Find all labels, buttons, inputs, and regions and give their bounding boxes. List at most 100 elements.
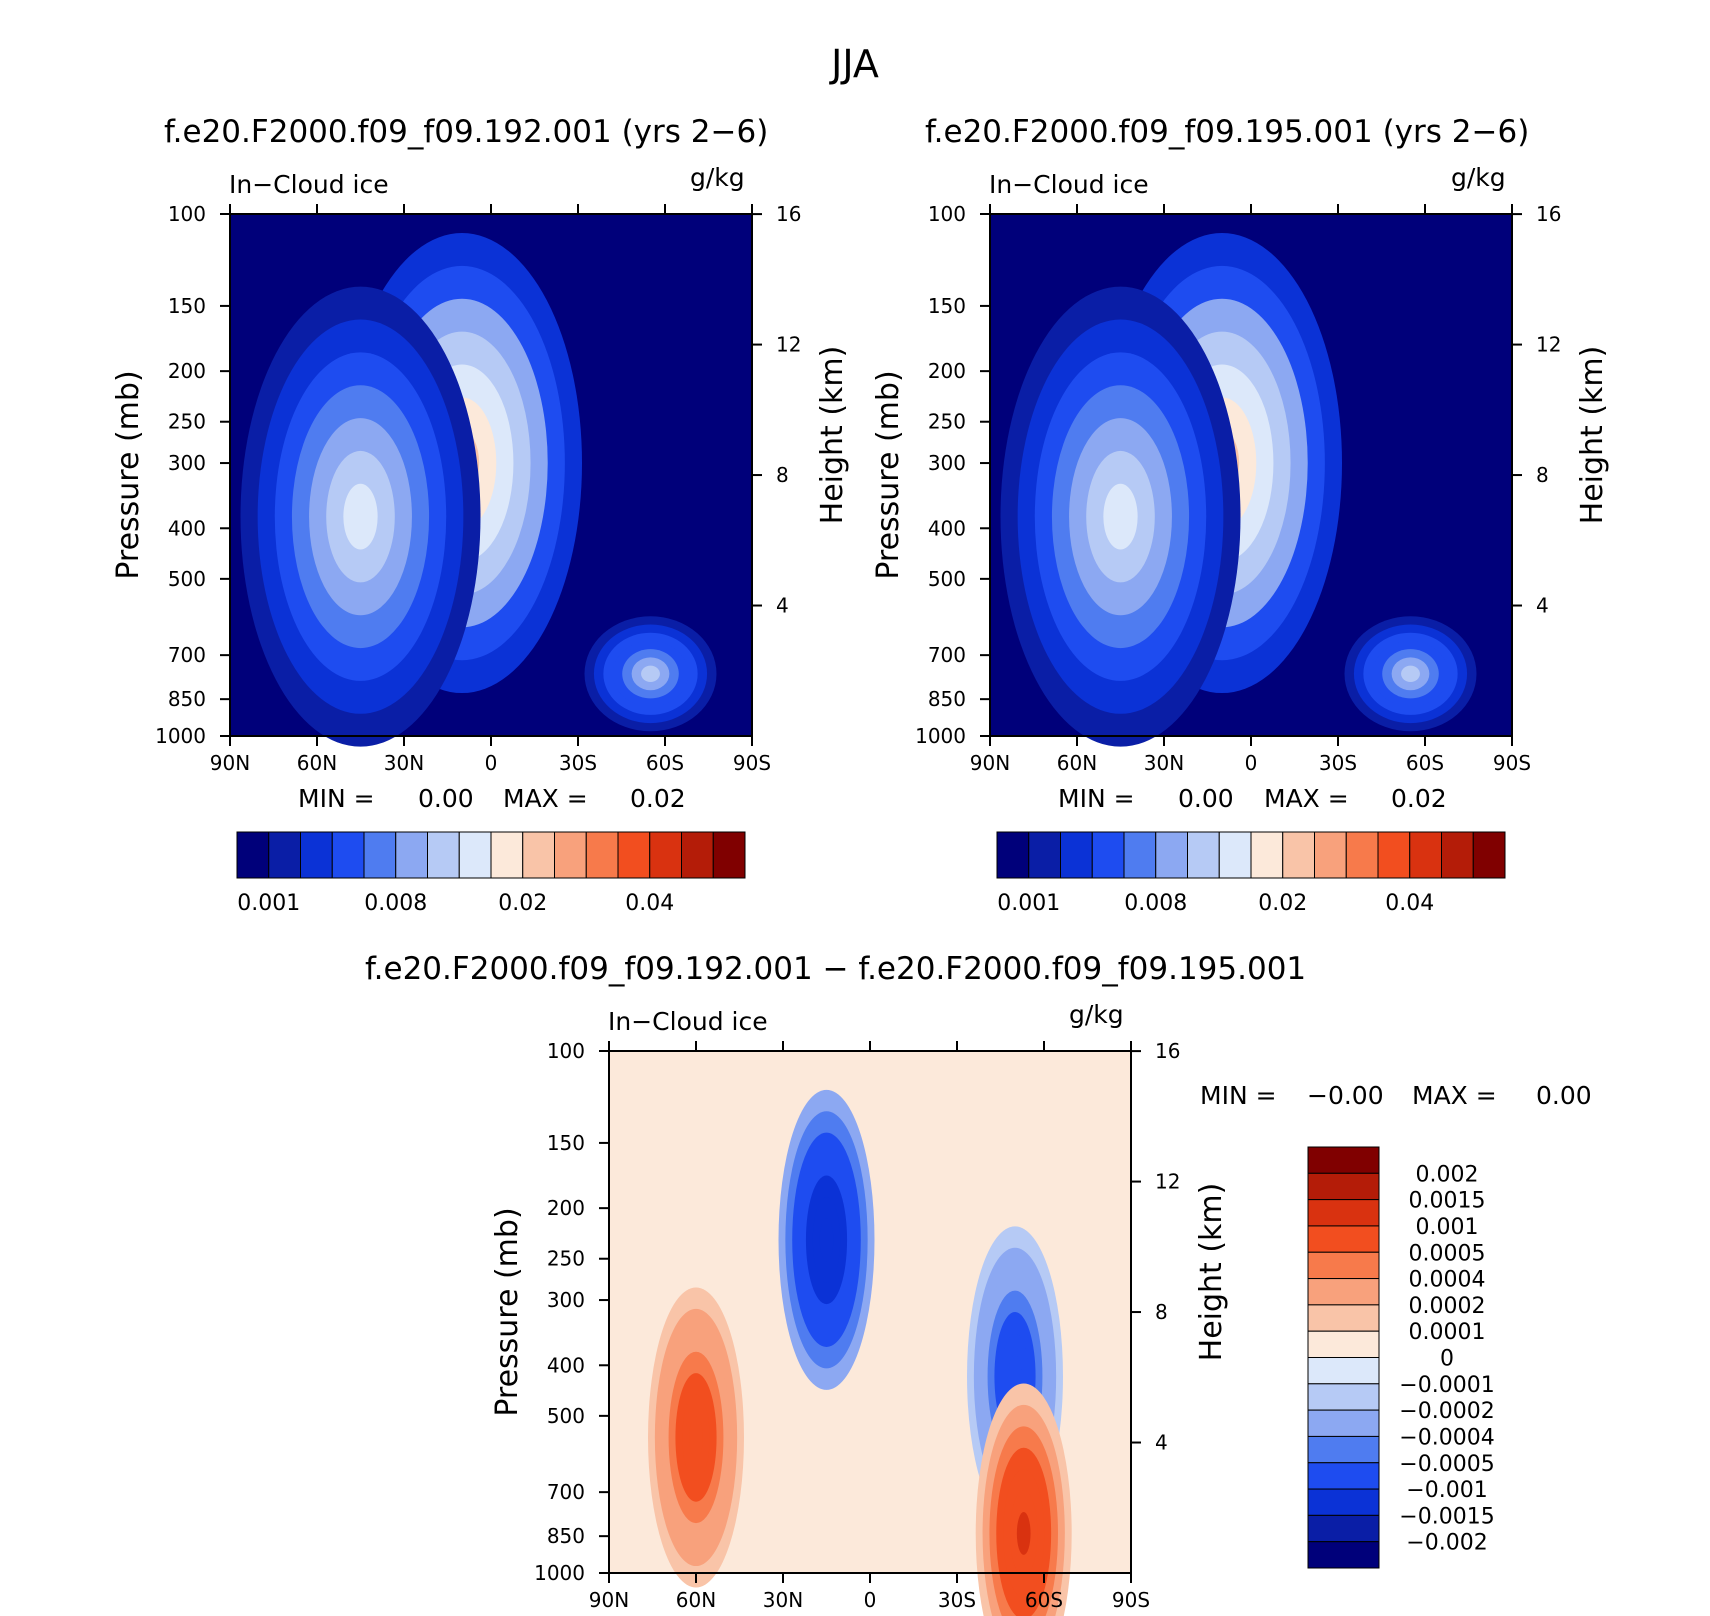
panel-3-y-tick-label: 150 <box>547 1131 585 1155</box>
panel-1-variable-label: In−Cloud ice <box>229 170 389 199</box>
panel-2-y-tick-label: 150 <box>928 294 966 318</box>
panel-1-max-value: 0.02 <box>630 784 686 813</box>
panel-1-contour-1-6 <box>343 483 378 550</box>
panel-1-y-tick-label: 700 <box>168 643 206 667</box>
panel-3-y-tick-label: 850 <box>547 1524 585 1548</box>
panel-2-height-tick-label: 12 <box>1536 333 1561 357</box>
panel-3-colorbar-box <box>1307 1514 1380 1543</box>
panel-1-colorbar-box <box>300 831 333 879</box>
panel-2-colorbar-box <box>1091 831 1125 879</box>
panel-3-colorbar-label: 0.0004 <box>1409 1268 1486 1293</box>
panel-1-max-label: MAX = <box>503 784 588 813</box>
panel-1-colorbar-box <box>363 831 397 879</box>
panel-3-height-tick-label: 4 <box>1155 1431 1168 1455</box>
panel-2-x-tick-label: 90N <box>970 751 1010 775</box>
panel-2-colorbar-box <box>1345 831 1379 879</box>
panel-3-y-tick-label: 200 <box>547 1196 585 1220</box>
panel-3-max-label: MAX = <box>1412 1081 1497 1110</box>
panel-1-colorbar-box <box>268 831 301 879</box>
panel-1-height-tick-label: 4 <box>776 594 789 618</box>
panel-3-colorbar-label: −0.0001 <box>1399 1373 1494 1398</box>
panel-2-y-tick-label: 100 <box>928 202 966 226</box>
panel-3-colorbar-label: 0.0002 <box>1409 1294 1486 1319</box>
panel-2-colorbar-box <box>996 831 1030 879</box>
panel-3-units-label: g/kg <box>1069 1000 1124 1029</box>
panel-1-colorbar-box <box>458 831 492 879</box>
panel-3-x-tick-label: 30S <box>938 1588 976 1612</box>
figure-title: JJA <box>831 42 879 86</box>
panel-3-colorbar-box <box>1307 1409 1380 1437</box>
panel-2-y-tick-label: 850 <box>928 687 966 711</box>
panel-3-colorbar-box <box>1307 1383 1380 1411</box>
panel-1-y-tick-label: 500 <box>168 567 206 591</box>
panel-2-height-tick-label: 16 <box>1536 202 1561 226</box>
panel-2-colorbar-box <box>1250 831 1284 879</box>
panel-2-colorbar-label: 0.02 <box>1258 891 1307 916</box>
panel-2-colorbar-box <box>1187 831 1220 879</box>
panel-3-colorbar-label: −0.002 <box>1406 1531 1487 1556</box>
panel-1-contour-2-6 <box>641 665 660 682</box>
panel-2-x-tick-label: 0 <box>1245 751 1258 775</box>
panel-3-min-value: −0.00 <box>1307 1081 1384 1110</box>
panel-3-contour-0-6 <box>819 1218 834 1262</box>
panel-1-colorbar-box <box>331 831 365 879</box>
panel-3-colorbar-box <box>1307 1278 1380 1306</box>
panel-3-y-tick-label: 250 <box>547 1247 585 1271</box>
panel-1-x-tick-label: 90S <box>733 751 771 775</box>
panel-2-colorbar-box <box>1155 831 1188 879</box>
panel-1-y-tick-label: 300 <box>168 451 206 475</box>
panel-2-variable-label: In−Cloud ice <box>989 170 1149 199</box>
panel-2-y-tick-label: 250 <box>928 410 966 434</box>
panel-3-min-label: MIN = <box>1200 1081 1277 1110</box>
panel-1-height-tick-label: 8 <box>776 463 789 487</box>
panel-3-height-tick-label: 8 <box>1155 1300 1168 1324</box>
panel-3-x-tick-label: 30N <box>763 1588 803 1612</box>
panel-2-contour-1-6 <box>1103 483 1138 550</box>
panel-3-x-tick-label: 0 <box>864 1588 877 1612</box>
panel-3-colorbar-box <box>1307 1251 1380 1280</box>
panel-1-min-label: MIN = <box>298 784 375 813</box>
panel-1-y-tick-label: 1000 <box>155 724 206 748</box>
panel-3-y-axis-title: Pressure (mb) <box>490 1207 525 1416</box>
panel-3-colorbar-box <box>1307 1146 1380 1174</box>
panel-3-y-tick-label: 1000 <box>534 1561 585 1585</box>
panel-2-x-tick-label: 30S <box>1319 751 1357 775</box>
panel-1-colorbar-box <box>649 831 682 879</box>
panel-2-colorbar-box <box>1028 831 1061 879</box>
panel-1-x-tick-label: 30S <box>559 751 597 775</box>
panel-2-min-label: MIN = <box>1058 784 1135 813</box>
panel-2-height-axis-title: Height (km) <box>1575 346 1610 525</box>
panel-2-x-tick-label: 30N <box>1144 751 1184 775</box>
panel-1-height-axis-title: Height (km) <box>815 346 850 525</box>
panel-2-x-tick-label: 90S <box>1493 751 1531 775</box>
panel-2-colorbar-box <box>1123 831 1157 879</box>
panel-2-y-axis-title: Pressure (mb) <box>871 370 906 579</box>
panel-2-colorbar-label: 0.001 <box>997 891 1060 916</box>
panel-3-colorbar-label: −0.0005 <box>1399 1452 1494 1477</box>
panel-2-colorbar-box <box>1472 831 1506 879</box>
panel-2-height-tick-label: 4 <box>1536 594 1549 618</box>
panel-1-height-tick-label: 16 <box>776 202 801 226</box>
panel-2-contour-2-6 <box>1401 665 1420 682</box>
panel-3-x-tick-label: 60S <box>1025 1588 1063 1612</box>
panel-2-x-tick-label: 60S <box>1406 751 1444 775</box>
panel-3-colorbar-box <box>1307 1172 1380 1201</box>
panel-1-colorbar-box <box>554 831 587 879</box>
panel-1-x-tick-label: 0 <box>485 751 498 775</box>
panel-1-colorbar-box <box>617 831 651 879</box>
panel-3-colorbar-label: 0.0001 <box>1409 1320 1486 1345</box>
panel-3-x-tick-label: 90S <box>1112 1588 1150 1612</box>
panel-2-colorbar-box <box>1218 831 1252 879</box>
panel-2-y-tick-label: 500 <box>928 567 966 591</box>
panel-2-title: f.e20.F2000.f09_f09.195.001 (yrs 2−6) <box>925 114 1530 150</box>
panel-2-x-tick-label: 60N <box>1057 751 1097 775</box>
panel-1-y-tick-label: 150 <box>168 294 206 318</box>
panel-1-y-tick-label: 250 <box>168 410 206 434</box>
panel-3-contour-3-6 <box>1016 1512 1031 1555</box>
panel-3-colorbar-label: −0.001 <box>1406 1478 1487 1503</box>
panel-1-title: f.e20.F2000.f09_f09.192.001 (yrs 2−6) <box>164 114 769 150</box>
panel-3-colorbar-label: 0.001 <box>1416 1215 1479 1240</box>
panel-2-units-label: g/kg <box>1451 163 1506 192</box>
panel-3-height-tick-label: 16 <box>1155 1039 1180 1063</box>
panel-3-x-tick-label: 90N <box>589 1588 629 1612</box>
